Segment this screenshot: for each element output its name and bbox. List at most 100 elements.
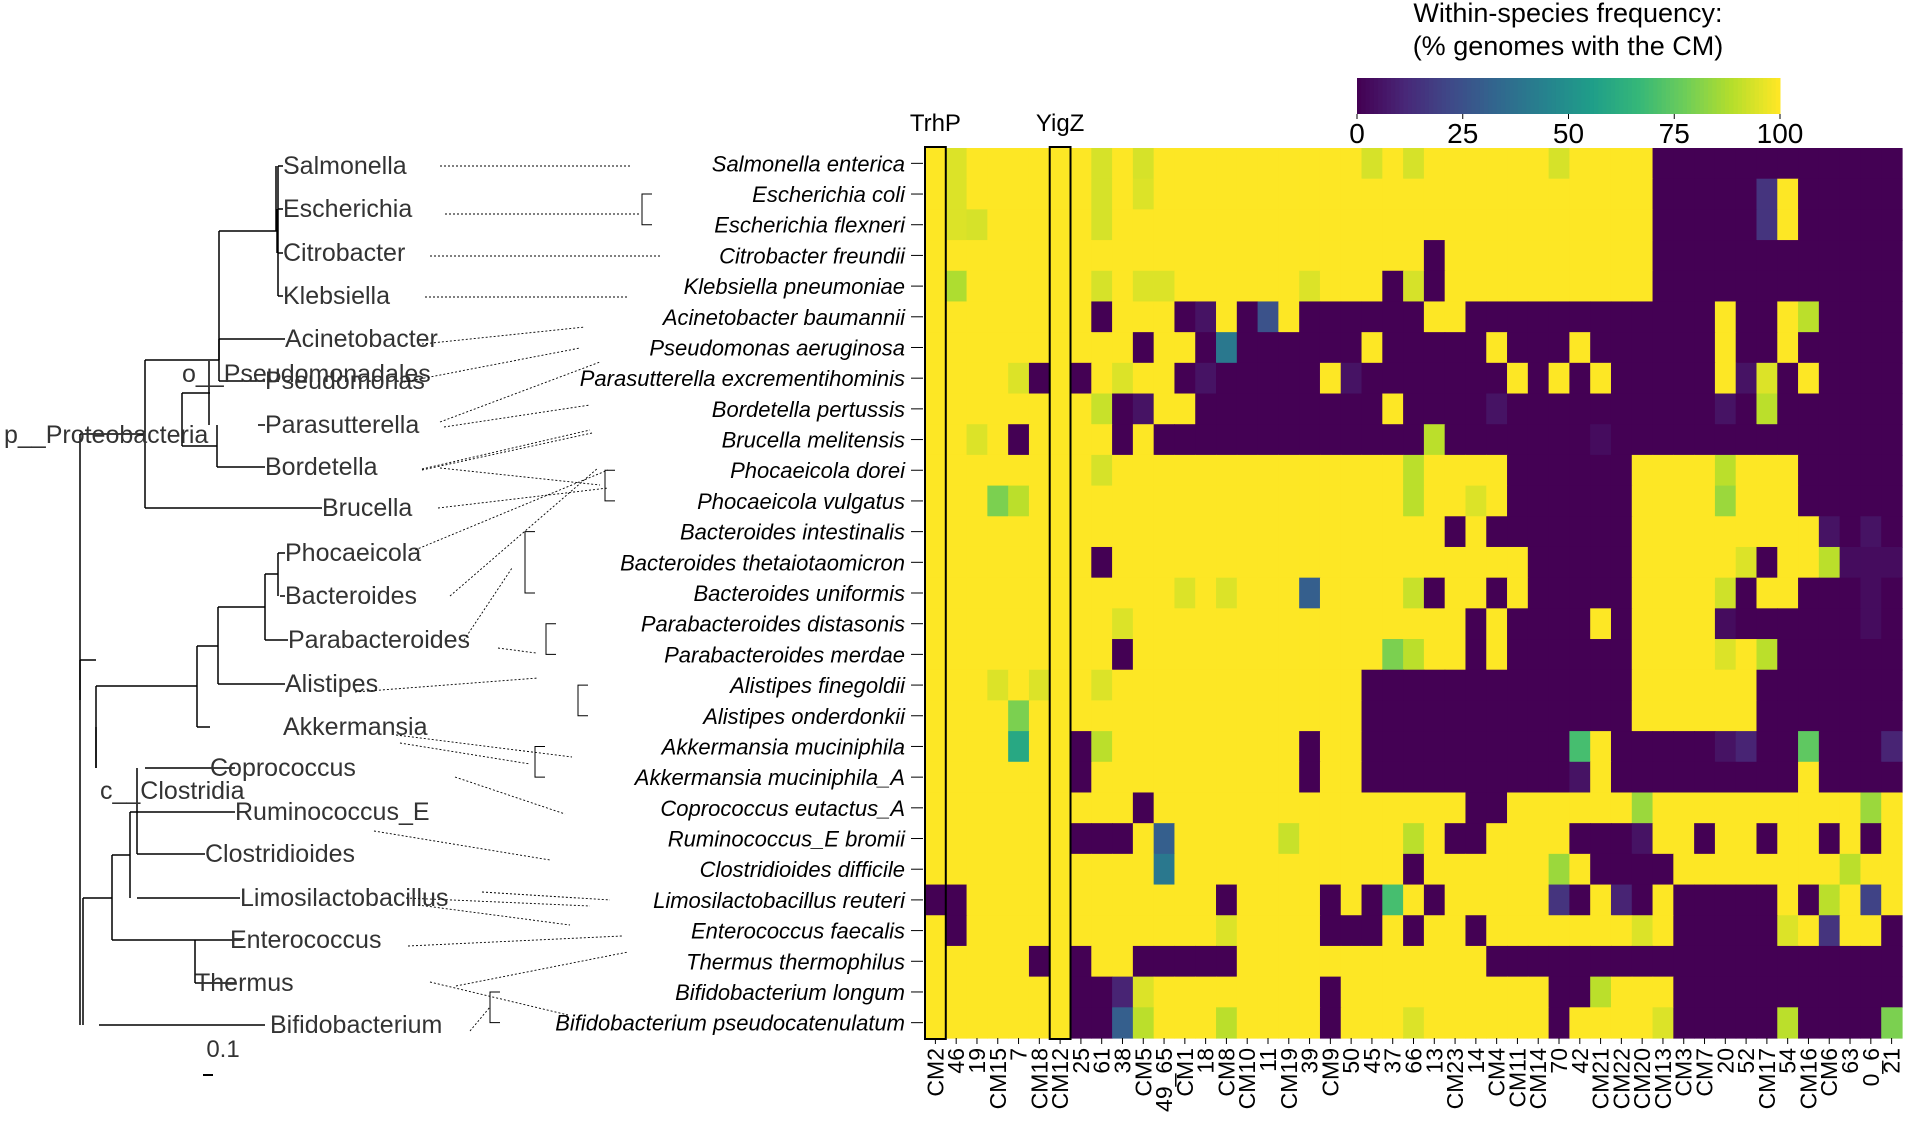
species-label: Thermus thermophilus [686, 949, 905, 974]
heatmap-cell [1382, 853, 1404, 886]
heatmap-cell [1860, 823, 1882, 855]
species-label: Alistipes onderdonkii [701, 704, 906, 729]
heatmap-cell [1423, 761, 1446, 794]
heatmap-cell [1403, 884, 1425, 916]
heatmap-cell [1881, 700, 1903, 732]
heatmap-cell [1216, 792, 1238, 824]
heatmap-cell [1444, 332, 1467, 364]
heatmap-cell [1195, 976, 1217, 1008]
heatmap-cell [1631, 240, 1654, 272]
heatmap-cell [1507, 608, 1529, 640]
heatmap-cell [1153, 240, 1176, 272]
heatmap-cell [1735, 516, 1758, 548]
heatmap-cell [1112, 362, 1134, 395]
heatmap-cell [1652, 301, 1674, 333]
column-label: CM14 [1525, 1048, 1551, 1110]
heatmap-cell [1278, 424, 1300, 456]
column-label: 52 [1733, 1048, 1759, 1074]
heatmap-cell [1236, 700, 1259, 732]
colorbar-segment [1708, 78, 1713, 114]
column-label: 38 [1110, 1048, 1136, 1074]
heatmap-cell [1673, 485, 1695, 517]
heatmap-cell [1735, 669, 1758, 702]
heatmap-cell [1818, 853, 1841, 886]
heatmap-cell [1216, 332, 1238, 364]
heatmap-cell [1153, 270, 1176, 303]
heatmap-cell [987, 516, 1009, 548]
heatmap-cell [1423, 424, 1446, 456]
column-label: CM10 [1234, 1048, 1260, 1109]
heatmap-cell [1216, 823, 1238, 855]
heatmap-cell [1112, 792, 1134, 824]
heatmap-cell [1548, 393, 1571, 425]
heatmap-cell [1299, 853, 1321, 886]
heatmap-cell [1340, 546, 1363, 579]
heatmap-cell [1112, 270, 1134, 303]
heatmap-cell [1216, 731, 1238, 763]
colorbar-segment [1488, 78, 1493, 114]
heatmap-cell [1382, 148, 1404, 180]
heatmap-cell [1548, 332, 1571, 364]
heatmap-cell [1423, 945, 1446, 978]
heatmap-cell [1319, 945, 1342, 978]
heatmap-cell [1756, 362, 1778, 395]
heatmap-cell [1382, 700, 1404, 732]
heatmap-cell [1631, 761, 1654, 794]
heatmap-cell [1257, 608, 1279, 640]
heatmap-cell [1548, 546, 1571, 579]
heatmap-cell [1694, 853, 1716, 886]
heatmap-cell [1028, 700, 1051, 732]
heatmap-cell [1153, 669, 1176, 702]
heatmap-cell [945, 792, 968, 824]
heatmap-cell [1070, 823, 1092, 855]
heatmap-cell [1714, 1007, 1737, 1039]
heatmap-cell [1756, 424, 1778, 456]
heatmap-cell [966, 148, 988, 180]
heatmap-cell [1735, 792, 1758, 824]
heatmap-cell [1507, 731, 1529, 763]
heatmap-cell [1340, 1007, 1363, 1039]
heatmap-cell [1361, 669, 1383, 702]
genus-label: Bifidobacterium [270, 1011, 442, 1039]
genus-label: Thermus [195, 969, 294, 997]
heatmap-cell [1694, 700, 1716, 732]
heatmap-cell [1486, 884, 1508, 916]
heatmap-cell [945, 608, 968, 640]
heatmap-cell [1028, 884, 1051, 916]
heatmap-cell [1319, 792, 1342, 824]
heatmap-cell [1008, 362, 1030, 395]
heatmap-cell [1860, 1007, 1882, 1039]
heatmap-cell [1881, 424, 1903, 456]
heatmap-cell [1319, 700, 1342, 732]
heatmap-cell [1631, 945, 1654, 978]
heatmap-cell [1881, 209, 1903, 241]
heatmap-cell [1257, 761, 1279, 794]
heatmap-cell [1714, 240, 1737, 272]
heatmap-cell [1112, 516, 1134, 548]
heatmap-cell [1818, 332, 1841, 364]
heatmap-cell [1714, 700, 1737, 732]
heatmap-cell [1340, 608, 1363, 640]
heatmap-cell [1340, 945, 1363, 978]
heatmap-cell [1860, 853, 1882, 886]
heatmap-cell [1610, 178, 1633, 210]
heatmap-cell [1382, 516, 1404, 548]
heatmap-cell [1444, 669, 1467, 702]
heatmap-cell [1818, 669, 1841, 702]
heatmap-cell [1839, 700, 1862, 732]
heatmap-cell [1091, 669, 1113, 702]
genus-connector [437, 487, 609, 509]
heatmap-cell [1132, 731, 1155, 763]
heatmap-cell [1798, 731, 1820, 763]
heatmap-cell [1798, 485, 1820, 517]
heatmap-cell [1236, 669, 1259, 702]
colorbar-segment [1390, 78, 1396, 114]
heatmap-cell [1527, 731, 1550, 763]
heatmap-cell [1340, 209, 1363, 241]
heatmap-cell [1486, 577, 1508, 609]
heatmap-cell [987, 240, 1009, 272]
heatmap-cell [1756, 485, 1778, 517]
heatmap-cell [1070, 240, 1092, 272]
heatmap-cell [1610, 608, 1633, 640]
heatmap-cell [1652, 546, 1674, 579]
